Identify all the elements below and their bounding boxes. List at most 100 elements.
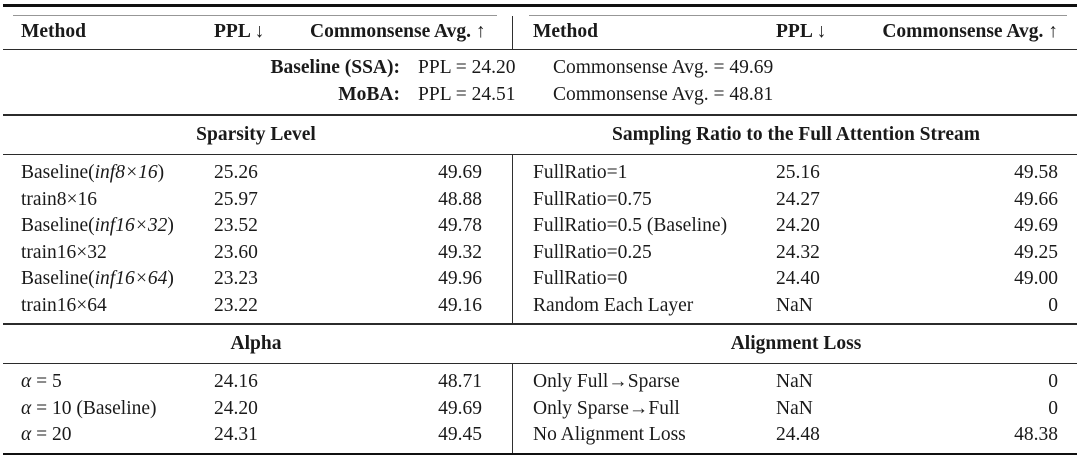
baseline-method-label: MoBA:: [338, 83, 400, 105]
sparsity-level-rows: Baseline(inf8×16) 25.26 49.69 train8×16 …: [0, 155, 512, 323]
avg-cell: 48.38: [1014, 424, 1058, 446]
avg-cell: 49.25: [1014, 241, 1058, 263]
avg-cell: 49.69: [1014, 215, 1058, 237]
data-block-1: Baseline(inf8×16) 25.26 49.69 train8×16 …: [0, 155, 1080, 324]
method-cell: α = 5: [21, 371, 62, 393]
baseline-avg-value: Commonsense Avg. = 49.69: [553, 57, 774, 79]
avg-cell: 49.78: [438, 215, 482, 237]
section-title-alignment-loss: Alignment Loss: [730, 332, 862, 354]
baseline-avg-value: Commonsense Avg. = 48.81: [553, 83, 774, 105]
baseline-summary-block: Baseline (SSA): PPL = 24.20 Commonsense …: [0, 50, 1080, 114]
ppl-cell: 23.52: [214, 215, 258, 237]
method-cell: Baseline(inf8×16): [21, 162, 165, 184]
rule-below-baseline: [3, 114, 1077, 116]
ppl-cell: NaN: [776, 397, 813, 419]
top-rule: [3, 4, 1077, 7]
section-titles-1: Sparsity Level Sampling Ratio to the Ful…: [0, 116, 1080, 154]
ppl-cell: 23.60: [214, 241, 258, 263]
avg-cell: 49.32: [438, 241, 482, 263]
avg-cell: 49.96: [438, 268, 482, 290]
avg-cell: 49.00: [1014, 268, 1058, 290]
ppl-cell: 24.16: [214, 371, 258, 393]
ppl-cell: 23.23: [214, 268, 258, 290]
section-title-sampling-ratio: Sampling Ratio to the Full Attention Str…: [612, 123, 980, 145]
alpha-rows: α = 5 24.16 48.71 α = 10 (Baseline) 24.2…: [0, 364, 512, 453]
ppl-cell: NaN: [776, 294, 813, 316]
table-row: FullRatio=0.25 24.32 49.25: [513, 240, 1080, 267]
method-cell: train8×16: [21, 188, 97, 210]
table-row: FullRatio=0.5 (Baseline) 24.20 49.69: [513, 213, 1080, 240]
rule-below-titles-2: [3, 362, 1077, 365]
rule-below-header: [3, 48, 1077, 51]
table-row: Only Full→Sparse NaN 0: [513, 369, 1080, 396]
section-titles-2: Alpha Alignment Loss: [0, 325, 1080, 363]
avg-cell: 49.69: [438, 397, 482, 419]
ppl-cell: 25.16: [776, 162, 820, 184]
avg-cell: 49.69: [438, 162, 482, 184]
method-cell: Random Each Layer: [533, 294, 694, 316]
ppl-cell: 24.20: [776, 215, 820, 237]
avg-cell: 48.71: [438, 371, 482, 393]
ppl-cell: 25.97: [214, 188, 258, 210]
avg-cell: 0: [1048, 371, 1058, 393]
rule-below-block-1: [3, 323, 1077, 325]
method-cell: FullRatio=0: [533, 268, 628, 290]
ppl-cell: 24.40: [776, 268, 820, 290]
table-row: train16×32 23.60 49.32: [0, 240, 512, 267]
header-pane-right: Method PPL ↓ Commonsense Avg. ↑: [512, 15, 1080, 49]
avg-cell: 49.66: [1014, 188, 1058, 210]
method-cell: train16×32: [21, 241, 107, 263]
ppl-cell: 24.32: [776, 241, 820, 263]
ppl-cell: 24.31: [214, 424, 258, 446]
avg-cell: 48.88: [438, 188, 482, 210]
ppl-cell: 24.48: [776, 424, 820, 446]
method-cell: train16×64: [21, 294, 107, 316]
table-row: train8×16 25.97 48.88: [0, 187, 512, 214]
method-cell: Baseline(inf16×64): [21, 268, 174, 290]
method-cell: Baseline(inf16×32): [21, 215, 174, 237]
table-row: α = 10 (Baseline) 24.20 49.69: [0, 396, 512, 423]
col-header-avg-right: Commonsense Avg. ↑: [882, 21, 1058, 43]
sub-top-rules: [13, 14, 1067, 16]
col-header-ppl-left: PPL ↓: [214, 21, 265, 43]
table-row: Baseline(inf16×64) 23.23 49.96: [0, 266, 512, 293]
ppl-cell: 25.26: [214, 162, 258, 184]
avg-cell: 0: [1048, 397, 1058, 419]
col-header-avg-left: Commonsense Avg. ↑: [310, 21, 486, 43]
ppl-cell: 24.27: [776, 188, 820, 210]
table-row: α = 20 24.31 49.45: [0, 422, 512, 449]
section-title-alpha: Alpha: [230, 332, 282, 354]
table-row: train16×64 23.22 49.16: [0, 293, 512, 320]
avg-cell: 49.58: [1014, 162, 1058, 184]
table-row: FullRatio=0 24.40 49.00: [513, 266, 1080, 293]
method-cell: FullRatio=0.5 (Baseline): [533, 215, 728, 237]
method-cell: FullRatio=0.25: [533, 241, 652, 263]
avg-cell: 49.16: [438, 294, 482, 316]
table-row: Baseline(inf8×16) 25.26 49.69: [0, 160, 512, 187]
table-row: FullRatio=1 25.16 49.58: [513, 160, 1080, 187]
table-row: Only Sparse→Full NaN 0: [513, 396, 1080, 423]
sub-top-rule-left: [13, 14, 497, 16]
table-row: Baseline(inf16×32) 23.52 49.78: [0, 213, 512, 240]
table-row: Random Each Layer NaN 0: [513, 293, 1080, 320]
ppl-cell: 24.20: [214, 397, 258, 419]
baseline-method-label: Baseline (SSA):: [270, 57, 400, 79]
header-pane-left: Method PPL ↓ Commonsense Avg. ↑: [0, 16, 512, 49]
col-header-method-right: Method: [533, 21, 598, 43]
alignment-loss-rows: Only Full→Sparse NaN 0 Only Sparse→Full …: [512, 364, 1080, 453]
ppl-cell: NaN: [776, 371, 813, 393]
baseline-summary-line: MoBA: PPL = 24.51 Commonsense Avg. = 48.…: [0, 82, 1080, 109]
method-cell: FullRatio=0.75: [533, 188, 652, 210]
method-cell: Only Full→Sparse: [533, 371, 680, 393]
baseline-ppl-value: PPL = 24.51: [418, 83, 516, 105]
method-cell: No Alignment Loss: [533, 424, 686, 446]
data-block-2: α = 5 24.16 48.71 α = 10 (Baseline) 24.2…: [0, 364, 1080, 453]
col-header-ppl-right: PPL ↓: [776, 21, 827, 43]
rule-below-titles-1: [3, 153, 1077, 156]
table-row: FullRatio=0.75 24.27 49.66: [513, 187, 1080, 214]
table-row: No Alignment Loss 24.48 48.38: [513, 422, 1080, 449]
table-row: α = 5 24.16 48.71: [0, 369, 512, 396]
bottom-rule: [3, 452, 1077, 456]
sampling-ratio-rows: FullRatio=1 25.16 49.58 FullRatio=0.75 2…: [512, 155, 1080, 324]
